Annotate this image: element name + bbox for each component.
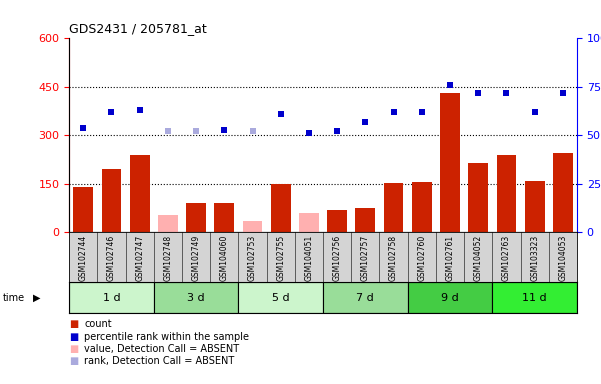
Text: GSM102758: GSM102758 [389, 235, 398, 281]
Bar [239, 282, 323, 313]
Text: GSM102744: GSM102744 [79, 235, 88, 281]
Bar [383, 183, 403, 232]
Bar [299, 213, 319, 232]
Bar [102, 169, 121, 232]
Text: 1 d: 1 d [103, 293, 120, 303]
Text: ▶: ▶ [33, 293, 40, 303]
Text: GSM102749: GSM102749 [192, 235, 201, 281]
Text: GSM104051: GSM104051 [305, 235, 314, 281]
Text: value, Detection Call = ABSENT: value, Detection Call = ABSENT [84, 344, 239, 354]
Text: GSM103323: GSM103323 [530, 235, 539, 281]
Bar [323, 282, 407, 313]
Text: GSM102763: GSM102763 [502, 235, 511, 281]
Bar [271, 184, 291, 232]
Bar [492, 282, 577, 313]
Text: GSM102755: GSM102755 [276, 235, 285, 281]
Text: 5 d: 5 d [272, 293, 290, 303]
Text: 3 d: 3 d [188, 293, 205, 303]
Bar [154, 282, 239, 313]
Bar [158, 215, 178, 232]
Text: GSM102747: GSM102747 [135, 235, 144, 281]
Bar [130, 155, 150, 232]
Bar [407, 282, 492, 313]
Text: time: time [3, 293, 25, 303]
Text: GSM104052: GSM104052 [474, 235, 483, 281]
Text: GSM102753: GSM102753 [248, 235, 257, 281]
Text: count: count [84, 319, 112, 329]
Bar [215, 203, 234, 232]
Text: GSM102746: GSM102746 [107, 235, 116, 281]
Bar [440, 93, 460, 232]
Text: GSM102761: GSM102761 [445, 235, 454, 281]
Bar [186, 203, 206, 232]
Bar [468, 163, 488, 232]
Bar [73, 187, 93, 232]
Text: ■: ■ [69, 344, 78, 354]
Bar [243, 221, 263, 232]
Text: GSM102748: GSM102748 [163, 235, 172, 281]
Bar [412, 182, 432, 232]
Bar [69, 282, 154, 313]
Text: GSM102757: GSM102757 [361, 235, 370, 281]
Text: ■: ■ [69, 319, 78, 329]
Text: GSM104060: GSM104060 [220, 235, 229, 281]
Text: 11 d: 11 d [522, 293, 547, 303]
Text: ■: ■ [69, 356, 78, 366]
Bar [553, 153, 573, 232]
Text: 9 d: 9 d [441, 293, 459, 303]
Text: 7 d: 7 d [356, 293, 374, 303]
Bar [496, 155, 516, 232]
Text: percentile rank within the sample: percentile rank within the sample [84, 332, 249, 342]
Text: GSM104053: GSM104053 [558, 235, 567, 281]
Text: GSM102760: GSM102760 [417, 235, 426, 281]
Bar [525, 180, 545, 232]
Text: ■: ■ [69, 332, 78, 342]
Bar [355, 208, 375, 232]
Text: GSM102756: GSM102756 [332, 235, 341, 281]
Bar [328, 210, 347, 232]
Text: rank, Detection Call = ABSENT: rank, Detection Call = ABSENT [84, 356, 234, 366]
Text: GDS2431 / 205781_at: GDS2431 / 205781_at [69, 22, 207, 35]
